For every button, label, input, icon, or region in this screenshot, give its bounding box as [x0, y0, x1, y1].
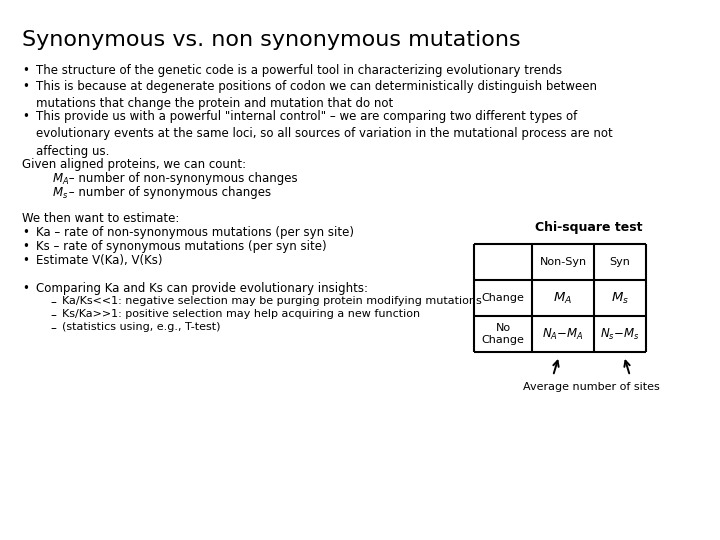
Text: Ka – rate of non-synonymous mutations (per syn site): Ka – rate of non-synonymous mutations (p… [36, 226, 354, 239]
Text: Change: Change [482, 293, 524, 303]
Text: $N_s$$-$$M_s$: $N_s$$-$$M_s$ [600, 327, 640, 342]
Text: •: • [22, 80, 29, 93]
Text: No
Change: No Change [482, 323, 524, 345]
Text: Ks – rate of synonymous mutations (per syn site): Ks – rate of synonymous mutations (per s… [36, 240, 327, 253]
Text: $N_A$$-$$M_A$: $N_A$$-$$M_A$ [542, 327, 584, 342]
Text: •: • [22, 110, 29, 123]
Text: •: • [22, 64, 29, 77]
Text: Chi-square test: Chi-square test [535, 221, 643, 234]
Text: Ka/Ks<<1: negative selection may be purging protein modifying mutations: Ka/Ks<<1: negative selection may be purg… [62, 296, 482, 306]
Text: Non-Syn: Non-Syn [539, 257, 587, 267]
Text: Estimate V(Ka), V(Ks): Estimate V(Ka), V(Ks) [36, 254, 163, 267]
Text: Synonymous vs. non synonymous mutations: Synonymous vs. non synonymous mutations [22, 30, 521, 50]
Text: – number of non-synonymous changes: – number of non-synonymous changes [65, 172, 297, 185]
Text: –: – [50, 322, 56, 335]
Text: Average number of sites: Average number of sites [523, 382, 660, 392]
Text: –: – [50, 309, 56, 322]
Text: •: • [22, 226, 29, 239]
Text: $M_A$: $M_A$ [52, 172, 69, 187]
Text: Comparing Ka and Ks can provide evolutionary insights:: Comparing Ka and Ks can provide evolutio… [36, 282, 368, 295]
Text: $M_A$: $M_A$ [554, 291, 572, 306]
Text: •: • [22, 254, 29, 267]
Text: (statistics using, e.g., T-test): (statistics using, e.g., T-test) [62, 322, 220, 332]
Text: –: – [50, 296, 56, 309]
Text: •: • [22, 240, 29, 253]
Text: Given aligned proteins, we can count:: Given aligned proteins, we can count: [22, 158, 246, 171]
Text: $M_s$: $M_s$ [52, 186, 68, 201]
Text: $M_s$: $M_s$ [611, 291, 629, 306]
Text: The structure of the genetic code is a powerful tool in characterizing evolution: The structure of the genetic code is a p… [36, 64, 562, 77]
Text: – number of synonymous changes: – number of synonymous changes [65, 186, 271, 199]
Text: This is because at degenerate positions of codon we can deterministically distin: This is because at degenerate positions … [36, 80, 597, 111]
Text: This provide us with a powerful "internal control" – we are comparing two differ: This provide us with a powerful "interna… [36, 110, 613, 158]
Text: We then want to estimate:: We then want to estimate: [22, 212, 179, 225]
Text: Ks/Ka>>1: positive selection may help acquiring a new function: Ks/Ka>>1: positive selection may help ac… [62, 309, 420, 319]
Text: •: • [22, 282, 29, 295]
Text: Syn: Syn [610, 257, 631, 267]
